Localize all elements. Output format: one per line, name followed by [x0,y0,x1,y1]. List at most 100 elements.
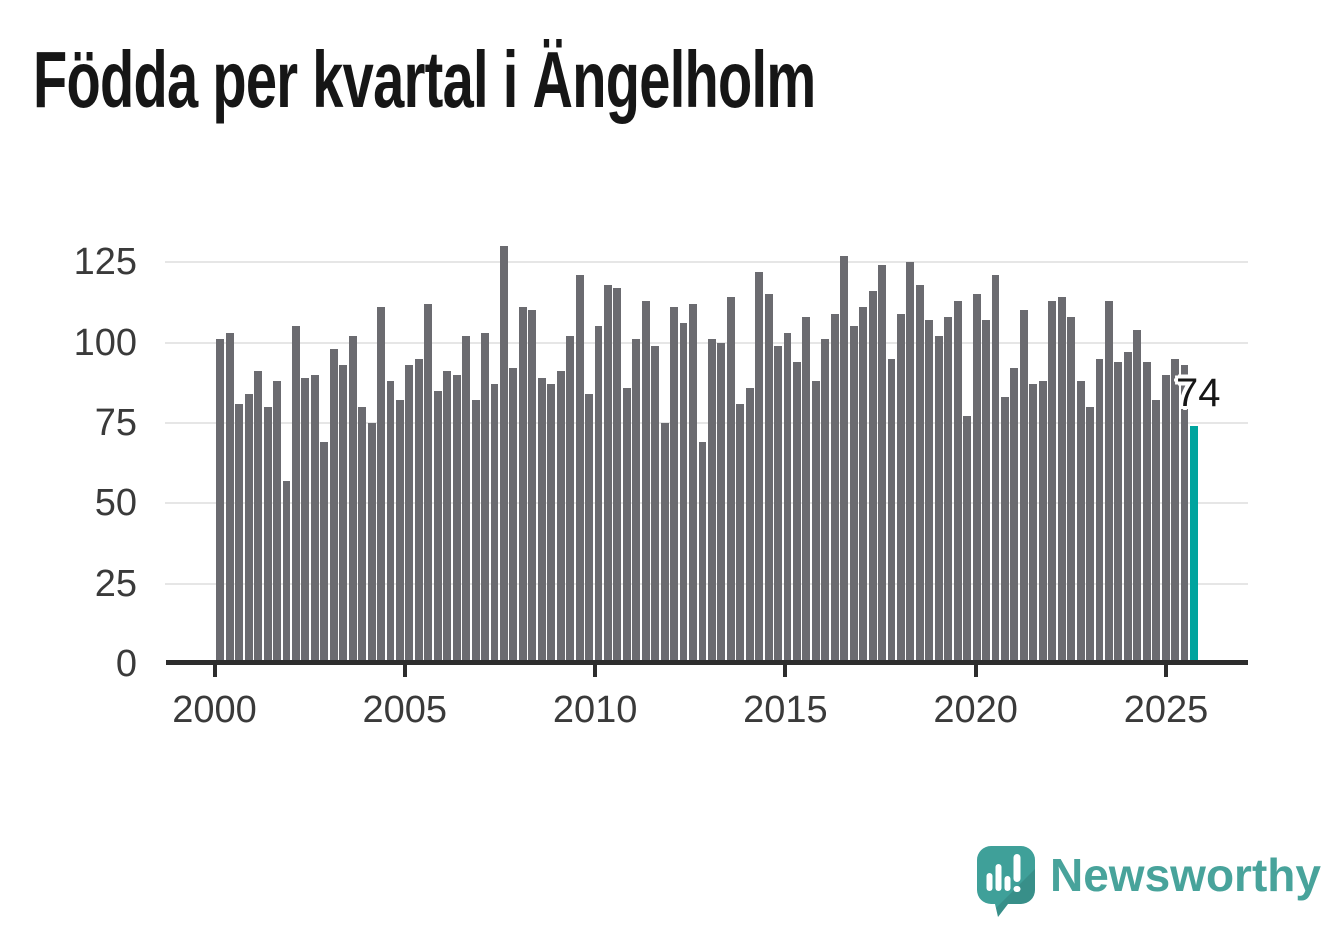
bar-2012q2 [679,323,688,664]
bar-2024q1 [1123,352,1132,664]
bar-2011q1 [632,339,641,664]
bar-2016q4 [849,326,858,664]
bar-2001q4 [282,480,291,664]
bar-2006q3 [462,336,471,664]
bar-2009q4 [585,393,593,664]
bar-2022q3 [1067,316,1076,664]
bar-2015q3 [802,316,811,664]
bar-2024q2 [1133,329,1142,664]
bar-2001q1 [254,371,263,664]
bar-2013q3 [726,297,735,664]
bar-2002q3 [310,374,319,664]
bar-2008q1 [518,307,527,664]
bar-2008q4 [547,384,556,664]
bar-2014q4 [774,345,783,664]
x-axis-tick-2020 [973,664,978,677]
bar-2021q2 [1019,310,1028,664]
bar-2018q3 [915,284,924,664]
bar-2009q2 [566,336,575,664]
bar-2021q3 [1029,384,1038,664]
bar-2012q3 [689,303,697,664]
bar-2024q3 [1142,361,1151,664]
bar-2005q3 [424,303,433,664]
bar-2020q3 [991,274,1000,664]
bar-2010q3 [613,287,622,664]
bar-2018q1 [897,313,905,664]
y-axis-tick-label-25: 25 [94,562,137,605]
y-axis-tick-label-75: 75 [94,401,137,444]
bar-2004q4 [396,400,404,664]
gridline-75 [165,421,1248,424]
bar-2023q4 [1114,361,1123,664]
bar-2024q4 [1152,400,1161,664]
x-axis-tick-2010 [593,664,598,677]
bar-2010q4 [622,387,631,664]
bar-2021q1 [1010,368,1019,664]
gridline-50 [165,502,1248,505]
bar-2000q2 [225,332,234,664]
bar-2015q1 [783,332,792,664]
bar-2004q1 [367,422,376,664]
bar-2019q2 [944,316,953,664]
highlight-value-label: 74 [1176,371,1221,415]
bar-2017q1 [859,307,868,664]
bar-2019q1 [934,336,943,664]
bar-2015q2 [793,361,801,664]
gridline-25 [165,582,1248,585]
bar-2001q3 [273,381,281,664]
bar-2010q1 [594,326,603,664]
y-axis-tick-label-125: 125 [73,241,137,284]
bar-2007q4 [509,368,518,664]
bar-2022q4 [1076,381,1085,664]
bar-2012q4 [698,442,707,664]
bar-2008q2 [528,310,537,664]
bar-2014q3 [764,294,773,664]
bar-2002q4 [320,442,329,664]
bar-2005q2 [414,358,423,664]
bar-2003q4 [358,406,367,664]
bar-2018q2 [906,262,915,664]
x-axis-tick-2015 [783,664,788,677]
bar-2002q1 [292,326,300,664]
page-title: Födda per kvartal i Ängelholm [33,35,816,124]
bar-2020q4 [1000,397,1009,664]
x-axis-line [166,660,1248,665]
bar-2001q2 [263,406,272,664]
x-axis-tick-label-2005: 2005 [362,689,448,731]
bar-2017q2 [868,291,877,664]
bar-2016q2 [830,313,839,664]
x-axis-tick-label-2010: 2010 [552,689,638,731]
bar-2005q4 [433,390,442,664]
newsworthy-speech-bubble-bar-chart-icon [977,846,1035,917]
bar-2023q1 [1086,406,1094,664]
gridline-125 [165,261,1248,264]
y-axis-tick-label-50: 50 [94,482,137,525]
bar-2013q1 [707,339,716,664]
bar-2020q2 [982,319,990,664]
bar-2011q2 [641,300,650,664]
bar-2007q1 [481,332,489,664]
bar-2006q2 [452,374,461,664]
y-axis-tick-label-100: 100 [73,321,137,364]
bar-2000q3 [235,403,244,664]
bar-2020q1 [972,294,981,664]
newsworthy-logo-text: Newsworthy [1050,849,1321,901]
bar-2017q3 [878,265,886,664]
bar-2014q2 [755,271,764,664]
bar-2005q1 [405,365,414,664]
bar-2004q3 [386,381,395,664]
bar-2023q3 [1104,300,1113,664]
x-axis-tick-2005 [402,664,407,677]
gridline-100 [165,341,1248,344]
bar-2014q1 [745,387,754,664]
bar-2025q2 [1171,358,1180,664]
bar-2015q4 [811,381,820,664]
bar-2003q2 [339,365,348,664]
y-axis-tick-label-0: 0 [115,643,137,685]
x-axis-tick-2000 [212,664,217,677]
bar-2019q4 [963,416,972,664]
newsworthy-logo: Newsworthy [977,846,1321,918]
bar-2007q2 [490,384,499,664]
bar-2025q3 [1180,365,1189,664]
bar-2022q2 [1057,297,1066,664]
